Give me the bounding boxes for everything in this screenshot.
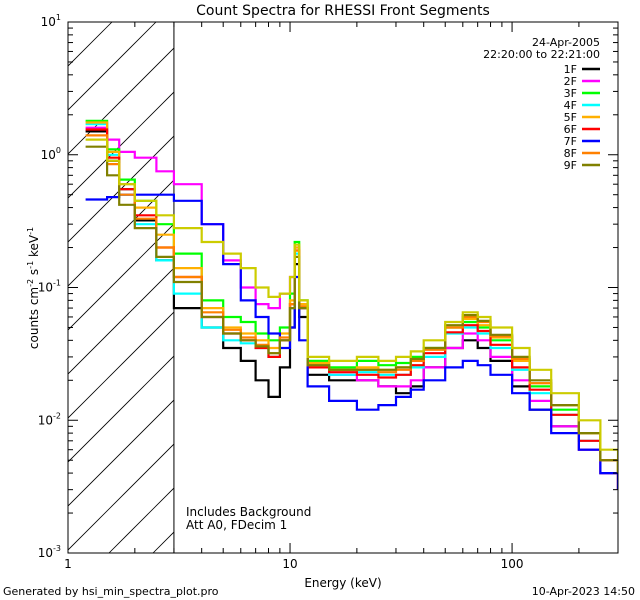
hatch-line	[68, 47, 174, 155]
annotation-attenuator: Att A0, FDecim 1	[186, 518, 287, 532]
y-label-part-4: keV	[27, 234, 41, 261]
hatch-line	[68, 22, 113, 67]
series-line-2F	[85, 126, 618, 490]
legend-label-4F: 4F	[564, 99, 577, 112]
date-label: 24-Apr-2005	[532, 36, 600, 49]
x-tick-label: 100	[501, 557, 524, 571]
hatch-line	[68, 91, 174, 199]
series-line-6F	[85, 128, 618, 490]
series-line-9F	[85, 145, 618, 474]
annotation-background: Includes Background	[186, 505, 311, 519]
legend-label-9F: 9F	[564, 159, 577, 172]
y-tick-label: 10-3	[38, 544, 61, 560]
y-label-part-1: -2	[26, 279, 35, 287]
legend-label-6F: 6F	[564, 123, 577, 136]
hatch-line	[68, 399, 174, 507]
time-range-label: 22:20:00 to 22:21:00	[483, 48, 600, 61]
series-line-8F	[85, 134, 618, 474]
legend-label-2F: 2F	[564, 75, 577, 88]
x-axis-label: Energy (keV)	[304, 576, 381, 590]
y-label-part-5: -1	[26, 227, 35, 235]
y-label-part-0: counts cm	[27, 287, 41, 349]
legend-label-8F: 8F	[564, 147, 577, 160]
y-tick-label: 10-2	[38, 411, 61, 427]
legend-label-5F: 5F	[564, 111, 577, 124]
legend-label-3F: 3F	[564, 87, 577, 100]
hatch-line	[108, 487, 174, 553]
series-group	[85, 119, 618, 490]
y-tick-label: 100	[41, 146, 61, 162]
hatched-region	[68, 22, 174, 553]
hatch-line	[68, 443, 174, 551]
y-tick-label: 10-1	[38, 279, 61, 295]
axis-ticks: 1 10 100 10-3 10-2 10-1 100 101	[38, 13, 618, 571]
legend-label-1F: 1F	[564, 63, 577, 76]
hatch-line	[68, 267, 174, 375]
y-label-part-3: -1	[26, 261, 35, 269]
y-axis-label: counts cm-2 s-1 keV-1	[26, 227, 41, 349]
legend-label-7F: 7F	[564, 135, 577, 148]
footer-generated-by: Generated by hsi_min_spectra_plot.pro	[3, 585, 219, 598]
series-line-5F	[85, 121, 618, 474]
chart-title: Count Spectra for RHESSI Front Segments	[196, 3, 490, 19]
hatch-line	[68, 223, 174, 331]
x-tick-label: 10	[282, 557, 297, 571]
series-line-3F	[85, 119, 618, 474]
x-tick-label: 1	[64, 557, 72, 571]
y-label-part-2: s	[27, 269, 41, 279]
footer-timestamp: 10-Apr-2023 14:50	[532, 585, 635, 598]
plot-frame	[67, 21, 619, 554]
y-tick-label: 101	[41, 13, 61, 29]
series-line-7F	[85, 193, 618, 490]
series-line-4F	[85, 123, 618, 474]
series-line-extra-9	[85, 138, 618, 474]
series-line-1F	[85, 130, 618, 490]
